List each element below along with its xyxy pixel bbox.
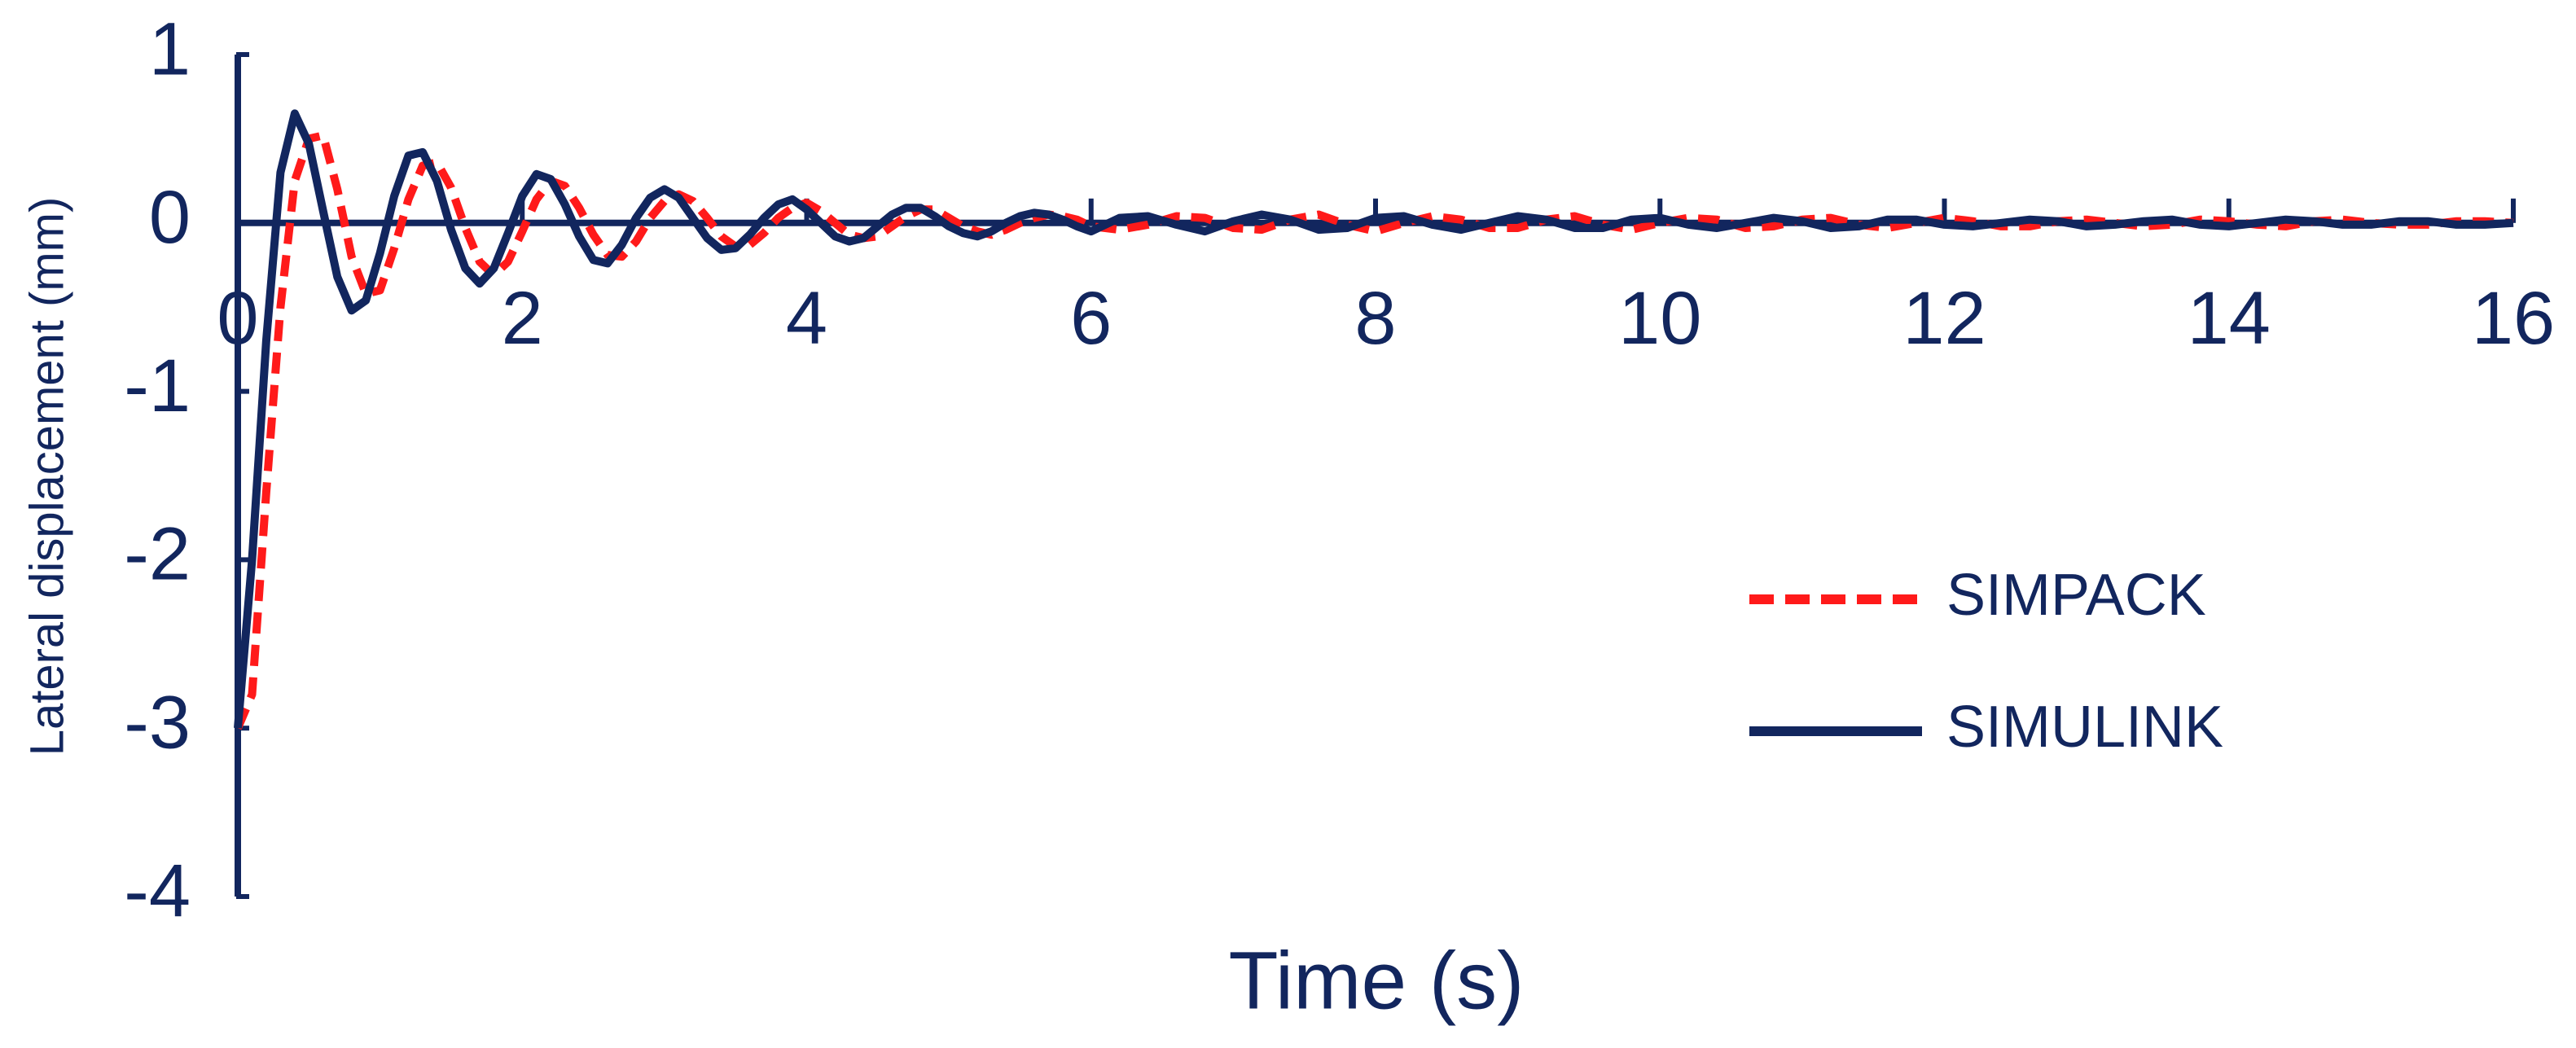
y-tick-label: -2 [124, 513, 191, 596]
x-tick-label: 12 [1902, 277, 1986, 360]
x-tick-label: 6 [1070, 277, 1112, 360]
y-tick-label: -4 [124, 849, 191, 932]
x-tick-label: 8 [1354, 277, 1396, 360]
y-axis-title: Lateral displacement (mm) [20, 197, 73, 756]
x-tick-label: 14 [2188, 277, 2271, 360]
x-tick-label: 0 [217, 277, 258, 360]
y-tick-label: -1 [124, 344, 191, 428]
y-tick-label: 1 [149, 7, 191, 90]
y-tick-label: -3 [124, 681, 191, 764]
legend-label: SIMPACK [1946, 563, 2206, 628]
x-tick-label: 10 [1618, 277, 1701, 360]
series-line [234, 109, 2514, 729]
y-tick-label: 0 [149, 176, 191, 259]
x-axis-title: Time (s) [1229, 935, 1525, 1026]
x-tick-label: 2 [502, 277, 543, 360]
x-tick-label: 16 [2472, 277, 2555, 360]
legend-label: SIMULINK [1946, 695, 2223, 760]
x-tick-label: 4 [786, 277, 827, 360]
